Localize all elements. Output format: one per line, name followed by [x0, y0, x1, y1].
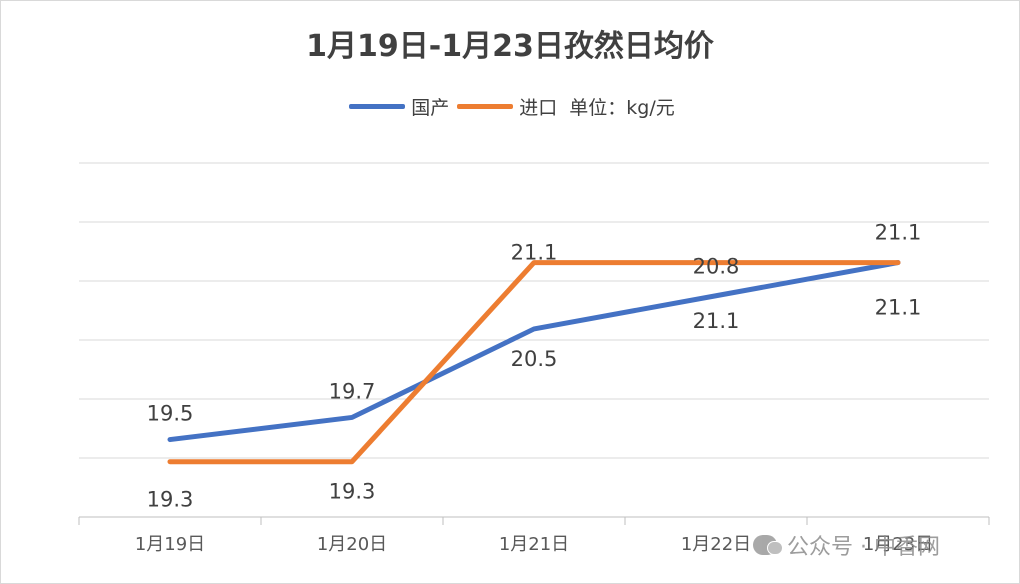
series-line-domestic	[167, 260, 901, 443]
x-tick-label: 1月19日	[135, 534, 205, 555]
data-label-domestic: 21.1	[693, 309, 740, 333]
data-label-domestic: 21.1	[875, 296, 922, 320]
series-line-imported	[167, 260, 901, 465]
watermark-text: 公众号 · 中香网	[787, 535, 940, 560]
data-label-imported: 21.1	[511, 241, 558, 265]
legend-label-domestic: 国产	[411, 97, 450, 119]
x-tick-label: 1月22日	[681, 534, 751, 555]
data-label-imported: 20.8	[693, 255, 740, 279]
x-tick-label: 1月20日	[317, 534, 387, 555]
chart-title: 1月19日-1月23日孜然日均价	[306, 29, 714, 64]
watermark: 公众号 · 中香网	[753, 529, 940, 561]
legend-label-imported: 进口	[519, 97, 558, 119]
x-tick-label: 1月21日	[499, 534, 569, 555]
data-label-domestic: 19.5	[147, 402, 194, 426]
data-label-imported: 19.3	[147, 488, 194, 512]
legend-swatch-domestic	[349, 104, 406, 109]
x-tick-label: 1月23日	[863, 534, 933, 555]
legend-swatch-imported	[457, 104, 514, 109]
unit-label: 单位：kg/元	[569, 97, 675, 119]
chart-legend: 国产 进口 单位：kg/元	[1, 93, 1019, 120]
data-label-imported: 19.3	[329, 480, 376, 504]
wechat-icon	[753, 535, 783, 555]
data-label-domestic: 19.7	[329, 379, 376, 403]
legend-item-imported: 进口	[457, 93, 557, 120]
legend-item-domestic: 国产	[349, 93, 449, 120]
data-label-domestic: 20.5	[511, 347, 558, 371]
data-label-imported: 21.1	[875, 221, 922, 245]
